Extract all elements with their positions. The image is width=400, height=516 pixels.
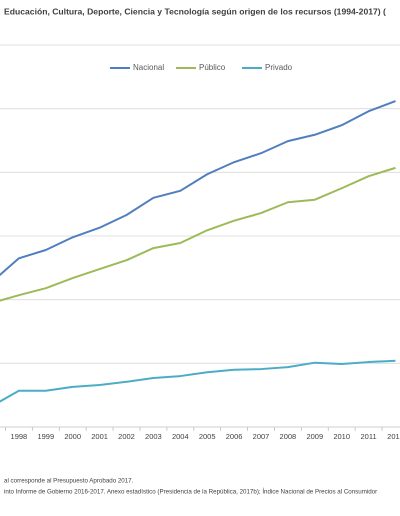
x-tick-label: 2003 [145, 432, 162, 441]
legend-label: Nacional [133, 63, 164, 72]
footnote: al corresponde al Presupuesto Aprobado 2… [4, 478, 134, 485]
x-tick-label: 2002 [118, 432, 135, 441]
x-tick-label: 2008 [280, 432, 297, 441]
x-tick-label: 2010 [333, 432, 350, 441]
chart-title: Educación, Cultura, Deporte, Ciencia y T… [4, 6, 386, 16]
x-tick-label: 2004 [172, 432, 189, 441]
series-line [0, 359, 396, 403]
series-line [0, 100, 396, 277]
footnote: into Informe de Gobierno 2016-2017. Anex… [4, 489, 377, 496]
x-tick-label: 1999 [37, 432, 54, 441]
x-tick-label: 2011 [361, 432, 377, 441]
x-tick-label: 2007 [253, 432, 270, 441]
x-tick-label: 2005 [199, 432, 216, 441]
x-tick-label: 2006 [226, 432, 243, 441]
x-tick-label: 1998 [11, 432, 28, 441]
x-tick-label: 2012 [387, 432, 400, 441]
series-line [0, 166, 396, 302]
legend-label: Público [199, 63, 226, 72]
x-tick-label: 2001 [91, 432, 108, 441]
x-tick-label: 2009 [306, 432, 323, 441]
x-tick-label: 2000 [64, 432, 81, 441]
legend-label: Privado [265, 63, 293, 72]
